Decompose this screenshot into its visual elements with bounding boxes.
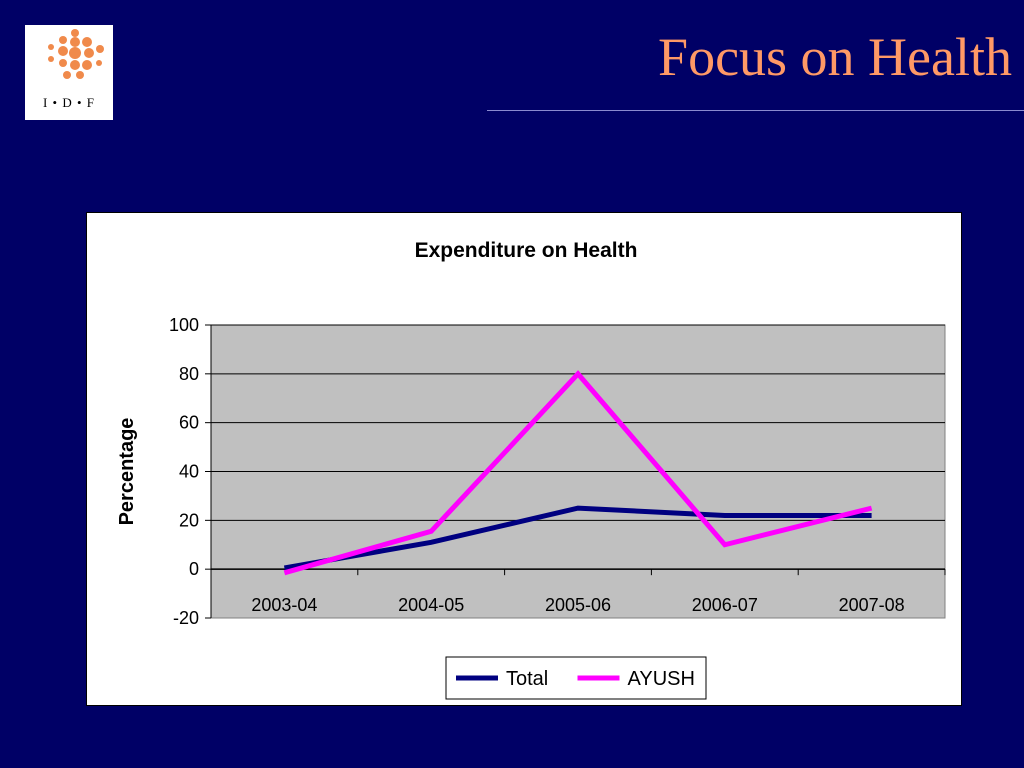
- title-divider: [487, 110, 1024, 111]
- legend-box: [445, 656, 707, 700]
- y-tick-label: 60: [179, 413, 199, 433]
- y-tick-label: 100: [169, 315, 199, 335]
- x-tick-label: 2006-07: [692, 595, 758, 615]
- logo-text: I • D • F: [42, 95, 96, 110]
- legend-label-total: Total: [506, 668, 548, 690]
- y-tick-label: 0: [189, 559, 199, 579]
- y-tick-label: -20: [173, 608, 199, 628]
- y-axis-label: Percentage: [116, 418, 138, 526]
- y-tick-label: 80: [179, 364, 199, 384]
- x-tick-label: 2007-08: [839, 595, 905, 615]
- legend-label-ayush: AYUSH: [628, 668, 695, 690]
- line-chart: Expenditure on Health -20 0 20 40 60 80 100 2003…: [116, 239, 946, 700]
- chart-title: Expenditure on Health: [415, 239, 638, 262]
- idf-dots-icon: [48, 29, 104, 79]
- chart-container: Expenditure on Health -20 0 20 40 60 80 100 2003…: [86, 212, 962, 706]
- idf-logo: I • D • F: [25, 25, 113, 120]
- y-tick-label: 20: [179, 510, 199, 530]
- x-tick-label: 2005-06: [545, 595, 611, 615]
- slide-title: Focus on Health: [658, 27, 1012, 87]
- y-tick-label: 40: [179, 462, 199, 482]
- x-tick-label: 2003-04: [251, 595, 317, 615]
- x-tick-label: 2004-05: [398, 595, 464, 615]
